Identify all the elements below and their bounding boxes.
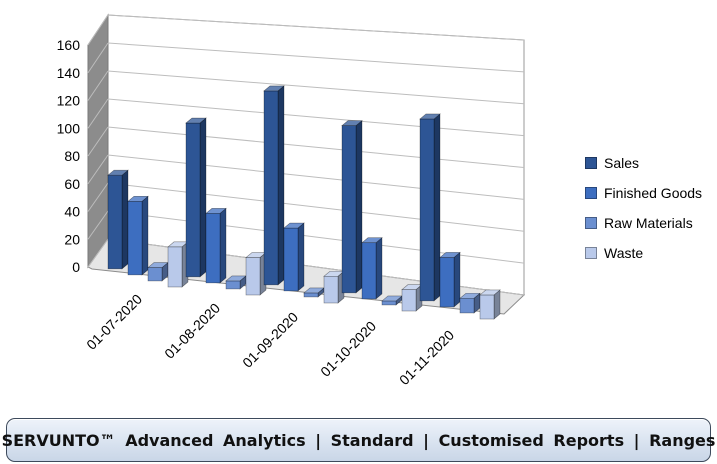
bar: [341, 120, 363, 294]
legend-item: Finished Goods: [585, 178, 702, 208]
gridline: [107, 42, 525, 73]
gridline-side: [87, 126, 109, 157]
legend: Sales Finished Goods Raw Materials Waste: [585, 148, 702, 268]
bar: [245, 251, 267, 296]
legend-swatch: [585, 247, 597, 259]
y-tick-label: 160: [57, 37, 81, 53]
gridline-side: [87, 154, 109, 185]
bar: [459, 292, 481, 314]
bars: [107, 85, 501, 320]
legend-label: Waste: [604, 245, 644, 261]
bar: [283, 222, 305, 292]
legend-item: Waste: [585, 238, 702, 268]
legend-item: Sales: [585, 148, 702, 178]
footer-banner: SERVUNTO™ Advanced Analytics | Standard …: [2, 418, 715, 462]
x-tick-label: 01-11-2020: [396, 327, 457, 388]
legend-swatch: [585, 187, 597, 199]
bar: [205, 207, 227, 284]
y-tick-label: 80: [64, 148, 80, 164]
y-tick-label: 20: [64, 231, 80, 247]
x-tick-label: 01-08-2020: [161, 300, 223, 362]
gridline: [107, 126, 525, 168]
gridline-side: [87, 210, 109, 240]
x-tick-label: 01-10-2020: [317, 318, 379, 380]
y-axis-ticks: 0 20 40 60 80 100 120 140 160: [57, 37, 81, 275]
legend-item: Raw Materials: [585, 208, 702, 238]
y-tick-label: 60: [64, 176, 80, 192]
bar: [323, 270, 345, 304]
x-axis-ticks: 01-07-2020 01-08-2020 01-09-2020 01-10-2020…: [83, 291, 457, 388]
gridline-side: [87, 98, 109, 129]
y-tick-label: 100: [57, 120, 81, 136]
gridline: [107, 14, 525, 41]
legend-label: Finished Goods: [604, 185, 703, 201]
gridline: [107, 154, 525, 200]
bar: [107, 169, 129, 270]
legend-swatch: [585, 217, 597, 229]
legend-swatch: [585, 157, 597, 169]
legend-label: Raw Materials: [604, 215, 693, 231]
gridline: [107, 98, 525, 137]
legend-label: Sales: [604, 155, 640, 171]
x-tick-label: 01-09-2020: [239, 309, 301, 371]
y-tick-label: 40: [64, 204, 80, 220]
bar: [479, 289, 501, 320]
gridline: [107, 182, 525, 232]
bar: [127, 195, 149, 276]
x-tick-label: 01-07-2020: [83, 291, 145, 353]
chart: 0 20 40 60 80 100 120 140 160 01-07-2020 01-08-20…: [57, 13, 526, 388]
bar: [263, 85, 285, 286]
bar: [185, 117, 207, 278]
y-tick-label: 140: [57, 65, 81, 81]
bar: [361, 237, 383, 300]
gridline-side: [87, 14, 109, 46]
bar: [439, 251, 461, 308]
bar: [147, 261, 169, 282]
bar: [167, 241, 189, 288]
y-tick-label: 0: [72, 259, 80, 275]
bar: [401, 283, 423, 312]
bar: [419, 113, 441, 302]
footer-text: SERVUNTO™ Advanced Analytics | Standard …: [1, 430, 716, 450]
y-tick-label: 120: [57, 93, 81, 109]
gridline: [107, 70, 525, 105]
bar: [303, 287, 325, 298]
gridline-side: [87, 70, 109, 101]
gridline-side: [87, 182, 109, 212]
gridline-side: [87, 238, 109, 268]
gridline-side: [87, 42, 109, 74]
